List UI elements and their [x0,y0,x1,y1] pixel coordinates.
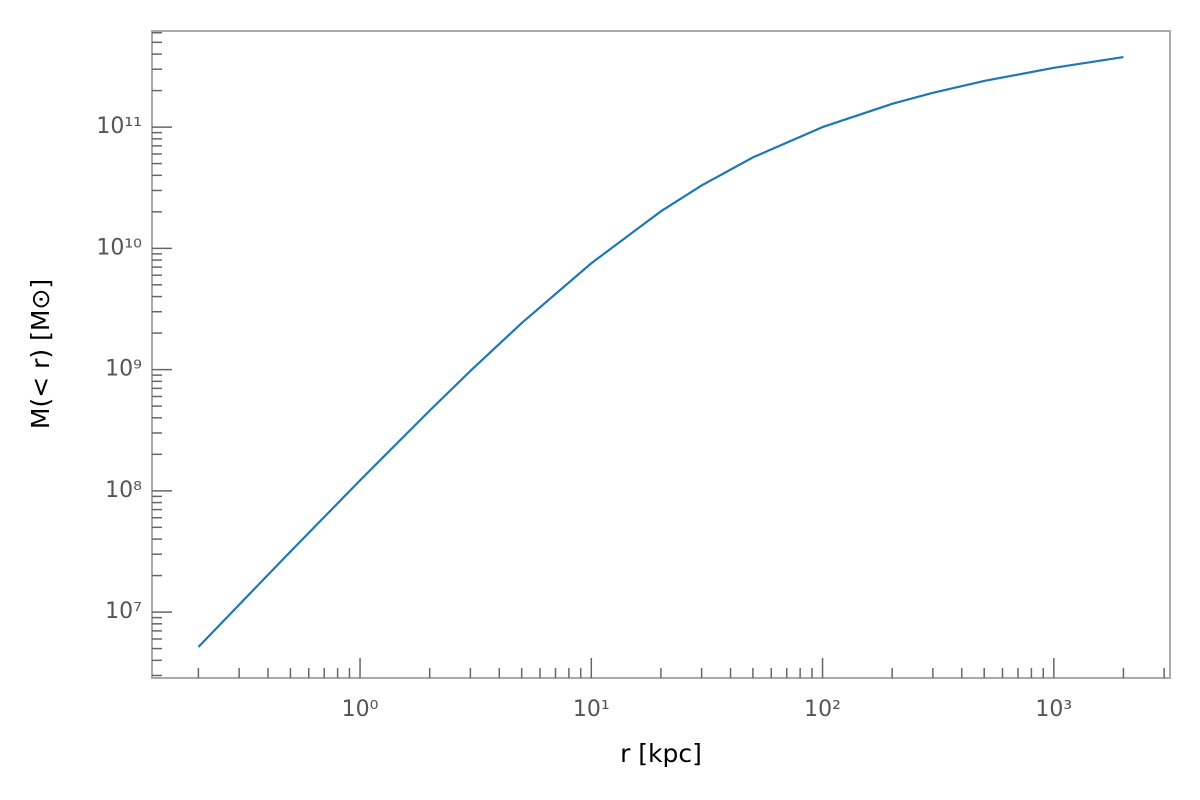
x-tick-label: 10³ [1035,697,1072,722]
y-tick-label: 10¹¹ [96,114,142,139]
data-line [197,55,1124,648]
x-tick-label: 10¹ [573,697,610,722]
y-tick-label: 10⁷ [105,599,142,624]
plot-frame [151,30,1171,679]
x-tick-label: 10⁰ [342,697,379,722]
y-tick-label: 10⁸ [105,478,142,503]
y-tick-label: 10⁹ [105,357,142,382]
y-tick-label: 10¹⁰ [96,235,142,260]
y-axis-title: M(< r) [M⊙] [26,279,55,429]
x-tick-label: 10² [804,697,841,722]
x-axis-title: r [kpc] [620,739,702,768]
